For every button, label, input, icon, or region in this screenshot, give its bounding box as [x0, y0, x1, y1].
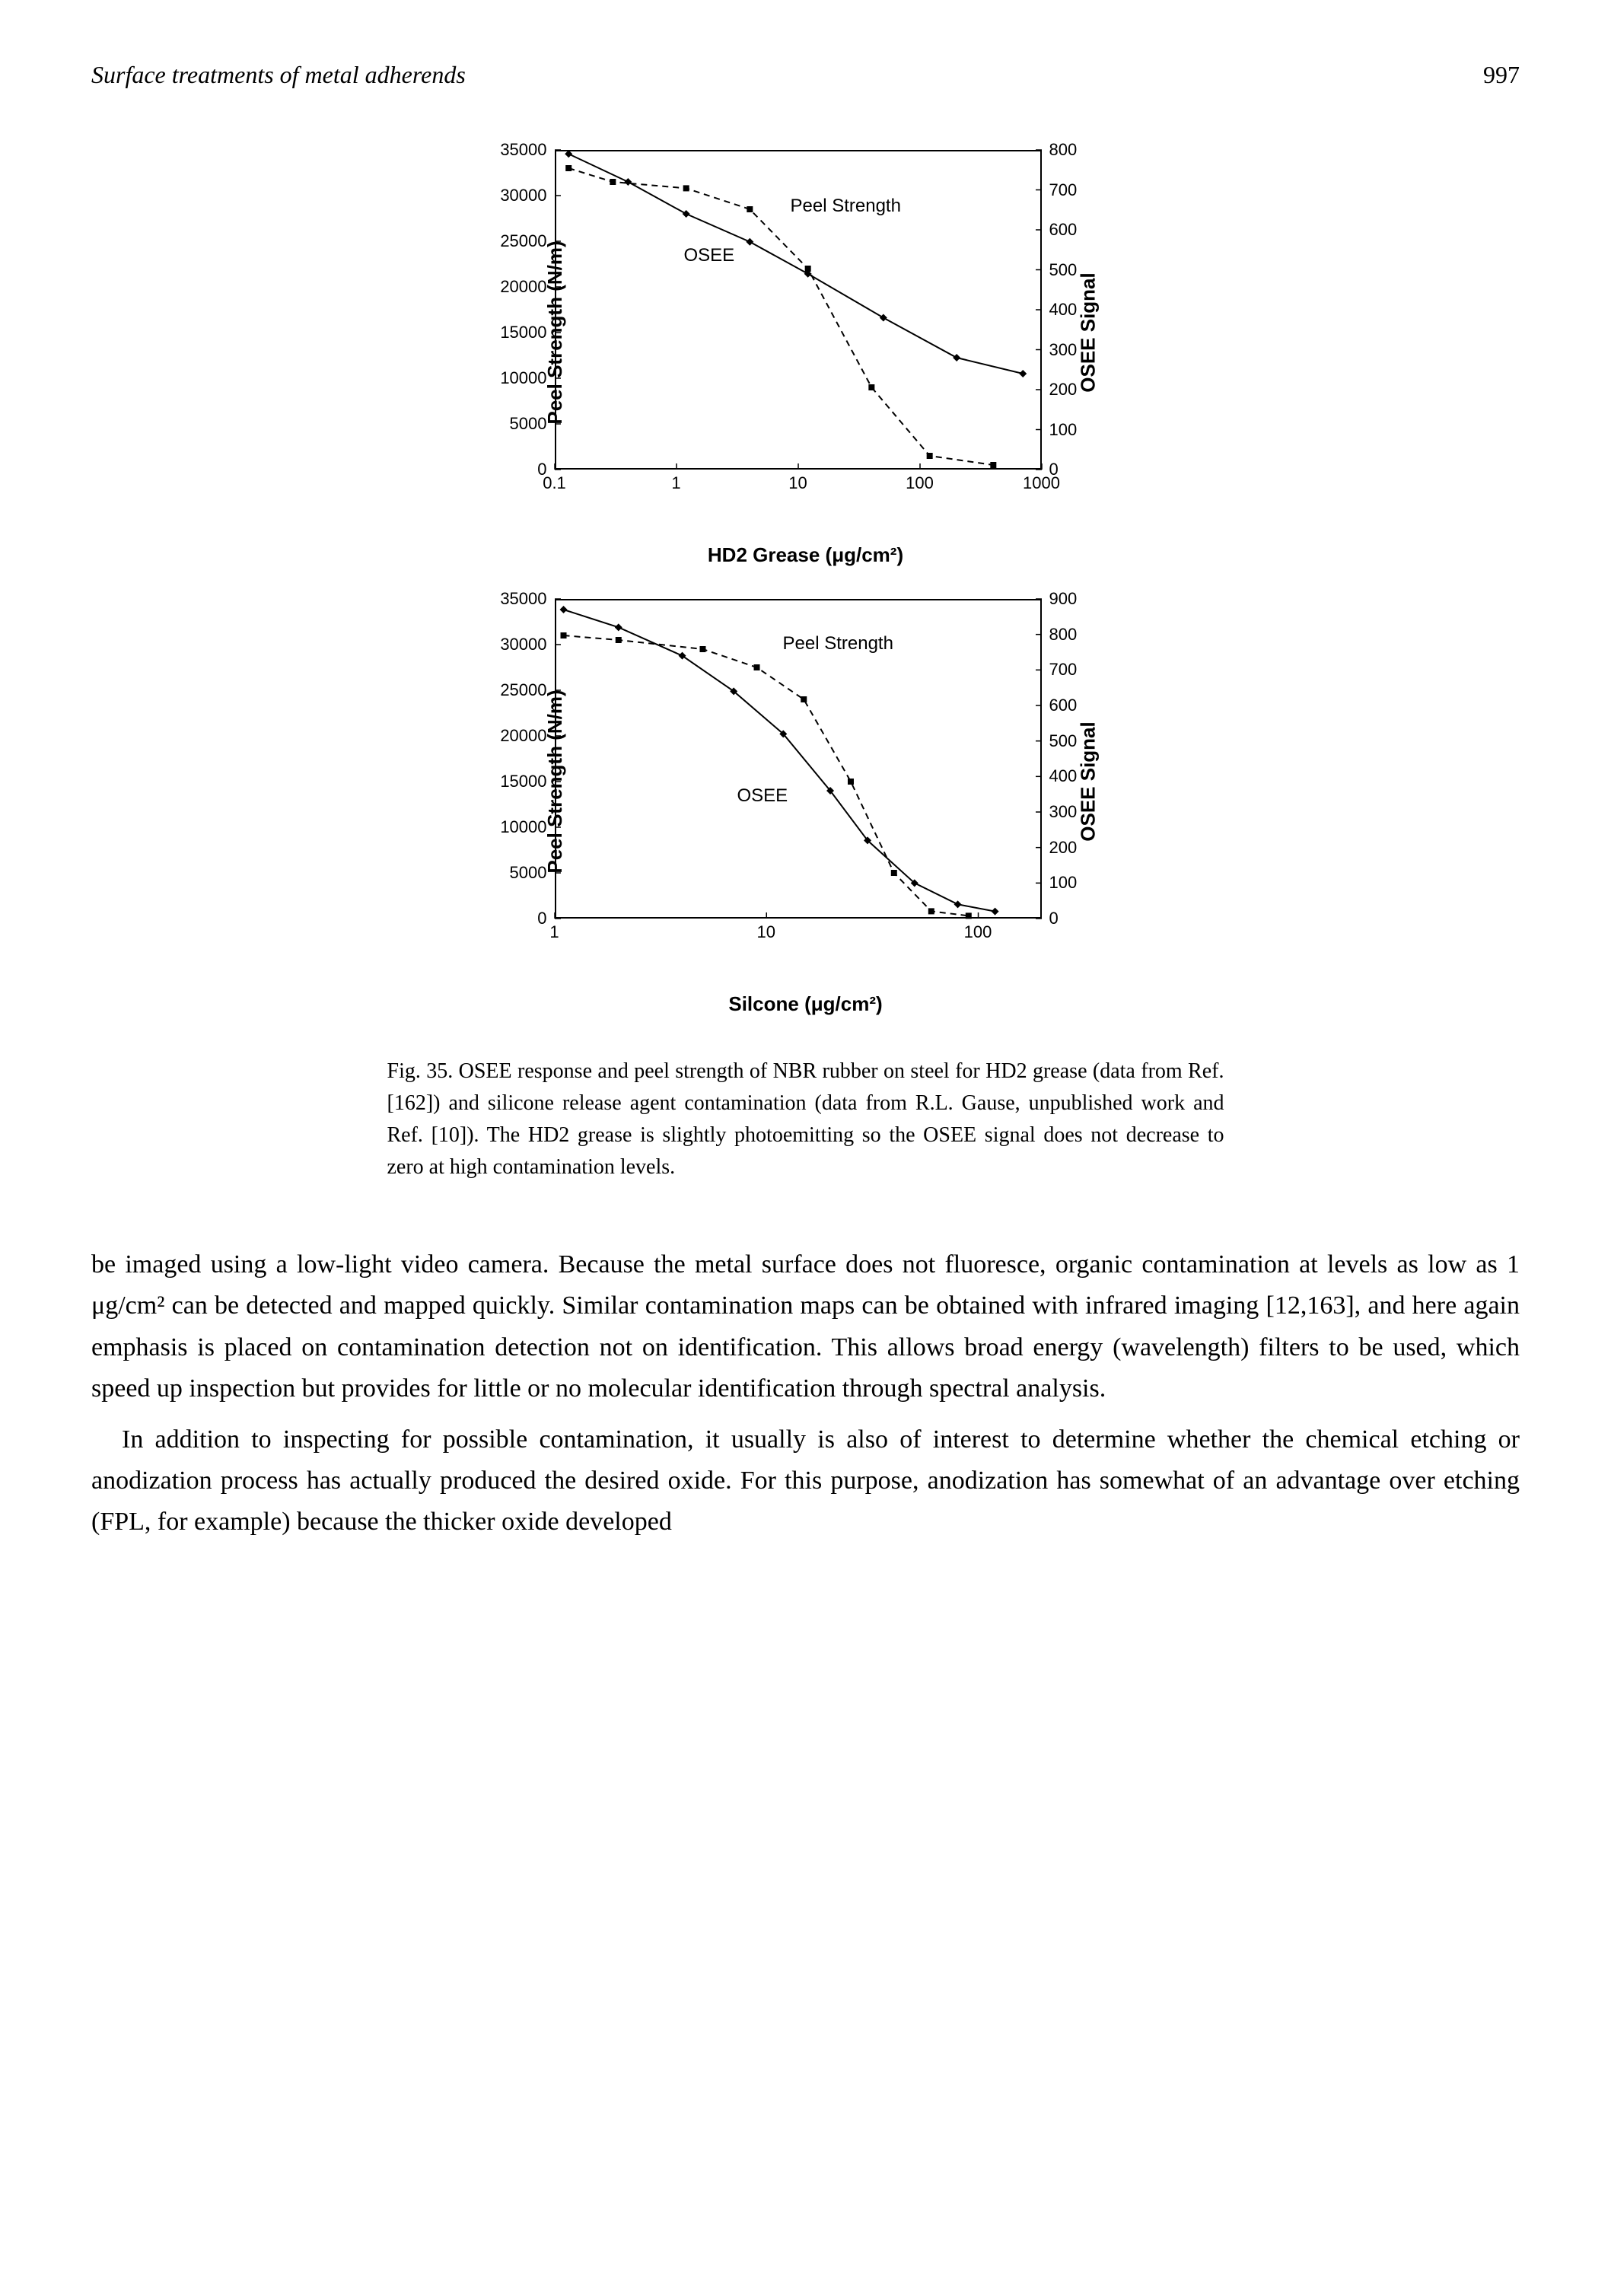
page-header: Surface treatments of metal adherends 99… [91, 61, 1520, 89]
paragraph-1: be imaged using a low-light video camera… [91, 1244, 1520, 1410]
peel-annotation: Peel Strength [783, 633, 893, 654]
paragraph-2: In addition to inspecting for possible c… [91, 1419, 1520, 1543]
running-title: Surface treatments of metal adherends [91, 61, 466, 89]
osee-annotation: OSEE [684, 245, 735, 266]
figure-block: Peel Strength (N/m) OSEE Signal 05000100… [387, 135, 1224, 1183]
peel-annotation: Peel Strength [791, 196, 901, 217]
y1-ticks: 05000100001500020000250003000035000 [505, 599, 551, 919]
y2-ticks: 0100200300400500600700800 [1046, 150, 1091, 470]
chart-hd2: Peel Strength (N/m) OSEE Signal 05000100… [463, 135, 1148, 530]
figure-caption: Fig. 35. OSEE response and peel strength… [387, 1056, 1224, 1183]
x-axis-label: Silcone (μg/cm²) [728, 992, 882, 1016]
chart-silicone: Peel Strength (N/m) OSEE Signal 05000100… [463, 584, 1148, 979]
x-axis-label: HD2 Grease (μg/cm²) [708, 543, 903, 567]
page-number: 997 [1483, 61, 1520, 89]
y2-ticks: 0100200300400500600700800900 [1046, 599, 1091, 919]
osee-annotation: OSEE [737, 785, 788, 807]
body-text: be imaged using a low-light video camera… [91, 1244, 1520, 1543]
y1-ticks: 05000100001500020000250003000035000 [505, 150, 551, 470]
